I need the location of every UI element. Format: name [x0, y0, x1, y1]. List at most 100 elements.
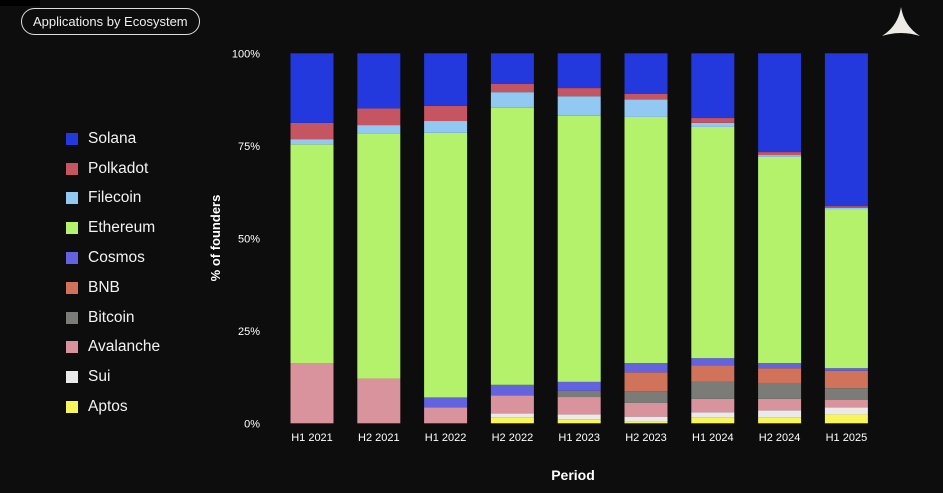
bar-segment-sui-h1-2023	[557, 414, 601, 420]
bar-segment-polkadot-h1-2021	[290, 122, 334, 140]
y-tick-label: 25%	[238, 326, 260, 338]
bar-segment-filecoin-h1-2021	[290, 139, 334, 145]
bar-segment-solana-h2-2023	[624, 53, 668, 94]
bar-segment-ethereum-h1-2021	[290, 144, 334, 364]
bar-segment-cosmos-h1-2022	[424, 397, 468, 408]
bar-segment-ethereum-h1-2024	[691, 126, 735, 359]
legend-swatch	[66, 281, 78, 294]
legend-item-polkadot: Polkadot	[66, 154, 160, 184]
bar-segment-filecoin-h1-2023	[557, 96, 601, 116]
legend-label: BNB	[88, 278, 120, 296]
triangle-logo-icon	[882, 7, 920, 36]
x-tick-label: H1 2024	[692, 432, 734, 444]
x-tick-label: H1 2023	[558, 432, 600, 444]
legend-item-filecoin: Filecoin	[66, 184, 160, 214]
legend-label: Filecoin	[88, 189, 142, 207]
chart-legend: Solana Polkadot Filecoin Ethereum Cosmos BNB B…	[66, 124, 160, 422]
bar-segment-cosmos-h1-2025	[824, 368, 868, 371]
bar-segment-ethereum-h2-2021	[357, 133, 401, 379]
bar-segment-polkadot-h2-2022	[490, 84, 534, 93]
bar-segment-aptos-h1-2024	[691, 417, 735, 424]
bar-segment-sui-h1-2024	[691, 412, 735, 418]
legend-item-cosmos: Cosmos	[66, 243, 160, 273]
bar-segment-aptos-h1-2023	[557, 419, 601, 424]
bar-segment-polkadot-h2-2021	[357, 108, 401, 126]
bar-segment-solana-h1-2025	[824, 53, 868, 207]
bar-segment-polkadot-h1-2024	[691, 118, 735, 123]
bar-segment-avalanche-h1-2023	[557, 397, 601, 415]
bar-segment-avalanche-h1-2024	[691, 398, 735, 413]
bar-segment-cosmos-h2-2024	[758, 362, 802, 369]
y-tick-label: 75%	[238, 141, 260, 153]
y-tick-label: 50%	[238, 233, 260, 245]
bar-segment-avalanche-h1-2025	[824, 399, 868, 408]
bar-segment-bitcoin-h1-2025	[824, 388, 868, 400]
bar-segment-bitcoin-h1-2023	[557, 390, 601, 398]
x-tick-label: H1 2025	[826, 432, 868, 444]
legend-item-aptos: Aptos	[66, 392, 160, 422]
legend-label: Cosmos	[88, 249, 145, 267]
legend-swatch	[66, 401, 78, 414]
bar-segment-aptos-h2-2023	[624, 421, 668, 424]
legend-label: Bitcoin	[88, 308, 135, 326]
x-tick-label: H2 2023	[625, 432, 667, 444]
bar-segment-solana-h2-2024	[758, 53, 802, 153]
bar-segment-polkadot-h1-2025	[824, 206, 868, 208]
bar-segment-sui-h2-2022	[490, 413, 534, 418]
legend-label: Aptos	[88, 398, 128, 416]
bar-segment-ethereum-h2-2023	[624, 116, 668, 363]
legend-label: Avalanche	[88, 338, 161, 356]
bar-segment-aptos-h2-2022	[490, 417, 534, 424]
bar-segment-solana-h2-2021	[357, 53, 401, 109]
bar-segment-ethereum-h1-2025	[824, 209, 868, 369]
legend-label: Solana	[88, 129, 137, 147]
bar-segment-filecoin-h2-2022	[490, 92, 534, 108]
bar-segment-polkadot-h1-2023	[557, 88, 601, 97]
chart-title-pill: Applications by Ecosystem	[21, 8, 200, 35]
bar-segment-filecoin-h2-2021	[357, 125, 401, 134]
legend-swatch	[66, 252, 78, 265]
bar-segment-cosmos-h1-2024	[691, 358, 735, 366]
bar-segment-sui-h2-2024	[758, 410, 802, 418]
bar-segment-ethereum-h2-2024	[758, 156, 802, 363]
legend-item-bnb: BNB	[66, 273, 160, 303]
bar-segment-sui-h1-2025	[824, 407, 868, 415]
bar-segment-ethereum-h1-2022	[424, 132, 468, 398]
bar-segment-solana-h1-2022	[424, 53, 468, 106]
bar-segment-avalanche-h2-2023	[624, 402, 668, 417]
bar-segment-bnb-h2-2023	[624, 372, 668, 392]
bar-segment-solana-h1-2021	[290, 53, 334, 123]
y-tick-label: 0%	[244, 418, 260, 430]
bar-segment-avalanche-h2-2022	[490, 395, 534, 414]
bar-segment-polkadot-h2-2023	[624, 94, 668, 100]
legend-label: Ethereum	[88, 219, 156, 237]
legend-swatch	[66, 371, 78, 384]
legend-swatch	[66, 192, 78, 205]
bar-segment-bitcoin-h2-2023	[624, 391, 668, 403]
legend-item-avalanche: Avalanche	[66, 333, 160, 363]
y-axis-label: % of founders	[208, 195, 223, 282]
bar-segment-filecoin-h2-2024	[758, 155, 802, 157]
bar-segment-ethereum-h1-2023	[557, 115, 601, 382]
legend-swatch	[66, 222, 78, 235]
bar-segment-cosmos-h1-2023	[557, 381, 601, 391]
legend-swatch	[66, 162, 78, 175]
bar-segment-solana-h1-2024	[691, 53, 735, 119]
bar-segment-bnb-h1-2024	[691, 365, 735, 382]
legend-item-ethereum: Ethereum	[66, 213, 160, 243]
x-tick-label: H1 2021	[291, 432, 333, 444]
legend-label: Polkadot	[88, 159, 149, 177]
bar-segment-filecoin-h1-2022	[424, 121, 468, 133]
bar-segment-polkadot-h1-2022	[424, 105, 468, 122]
legend-swatch	[66, 311, 78, 324]
bar-segment-bnb-h1-2025	[824, 370, 868, 389]
legend-item-sui: Sui	[66, 362, 160, 392]
bar-segment-filecoin-h1-2025	[824, 207, 868, 210]
bar-segment-filecoin-h2-2023	[624, 99, 668, 117]
bar-segment-bitcoin-h2-2024	[758, 382, 802, 399]
x-axis-label: Period	[551, 467, 595, 483]
bar-segment-bnb-h2-2024	[758, 368, 802, 383]
bar-segment-cosmos-h2-2022	[490, 384, 534, 396]
bar-segment-ethereum-h2-2022	[490, 107, 534, 385]
